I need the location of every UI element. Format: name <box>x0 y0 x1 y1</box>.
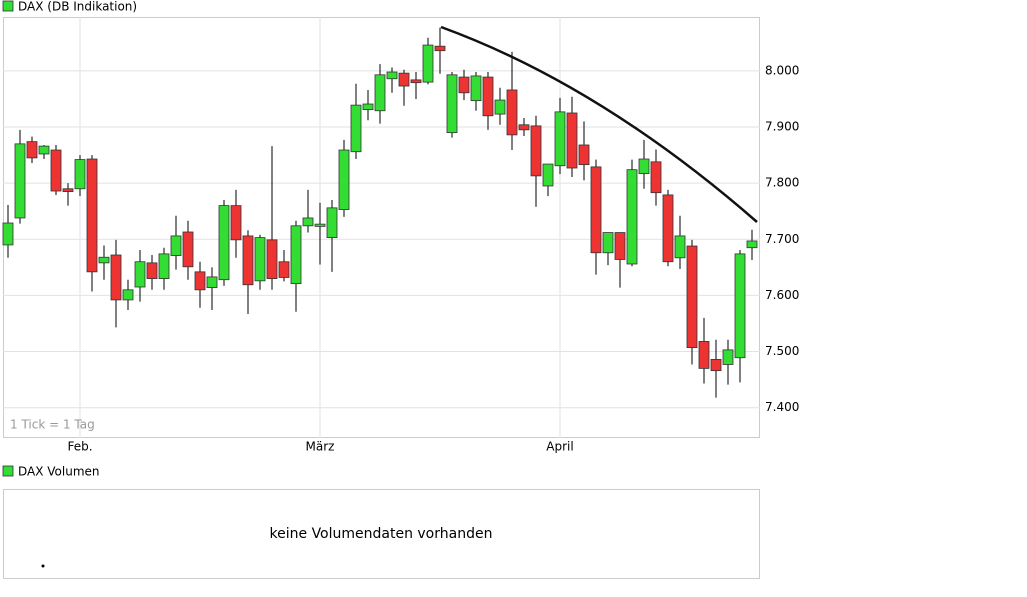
candle-body <box>314 223 326 227</box>
y-tick-label: 8.000 <box>765 63 799 77</box>
candle-body <box>494 99 506 115</box>
candle-body <box>362 103 374 111</box>
candle-body <box>470 75 482 102</box>
candle-body <box>518 124 530 131</box>
volume-message: keine Volumendaten vorhanden <box>270 526 493 542</box>
candle-body <box>554 111 566 167</box>
candle-body <box>350 104 362 153</box>
candle-body <box>638 158 650 175</box>
candle-body <box>14 143 26 219</box>
note: 1 Tick = 1 Tag <box>10 418 95 432</box>
candle-body <box>254 237 266 282</box>
plot-area <box>2 17 760 438</box>
candle-body <box>446 74 458 134</box>
candle-body <box>2 222 14 246</box>
candle-body <box>218 205 230 281</box>
chart-title: DAX (DB Indikation) <box>18 0 137 14</box>
y-tick-label: 7.400 <box>765 400 799 414</box>
legend-icon <box>2 465 14 477</box>
candle-body <box>338 149 350 210</box>
candle-body <box>530 125 542 177</box>
candle-body <box>458 76 470 94</box>
candle-body <box>746 240 758 249</box>
candle-body <box>662 194 674 263</box>
candle-body <box>650 161 662 194</box>
candle-body <box>686 245 698 349</box>
candle-body <box>290 225 302 285</box>
volume-title: DAX Volumen <box>18 465 100 479</box>
dot <box>41 564 45 568</box>
candle-body <box>62 188 74 192</box>
candle-body <box>134 261 146 288</box>
candle-body <box>626 169 638 265</box>
candle-body <box>506 89 518 136</box>
candle-body <box>266 239 278 279</box>
candle-body <box>674 235 686 259</box>
candle-body <box>158 253 170 279</box>
candle-body <box>278 261 290 278</box>
candle-body <box>86 158 98 273</box>
candle-body <box>398 72 410 87</box>
x-tick-label: Feb. <box>67 440 92 454</box>
legend-icon <box>2 0 14 12</box>
y-tick-label: 7.700 <box>765 232 799 246</box>
candle-body <box>722 349 734 365</box>
y-tick-label: 7.500 <box>765 344 799 358</box>
candle-body <box>602 232 614 254</box>
candle-body <box>38 145 50 155</box>
y-tick-label: 7.800 <box>765 176 799 190</box>
y-tick-label: 7.900 <box>765 120 799 134</box>
candle-body <box>98 256 110 264</box>
candle-body <box>566 112 578 169</box>
candle-body <box>410 79 422 84</box>
candle-body <box>302 217 314 227</box>
candle-body <box>482 76 494 117</box>
candle-body <box>542 163 554 187</box>
candle-body <box>386 71 398 80</box>
candle-body <box>146 262 158 279</box>
candle-body <box>110 254 122 301</box>
candle-body <box>206 276 218 288</box>
candle-body <box>590 166 602 254</box>
candle-body <box>26 141 38 159</box>
candle-body <box>50 149 62 192</box>
volume-frame <box>3 489 760 579</box>
candle-body <box>182 231 194 268</box>
candle-body <box>194 271 206 291</box>
candle-body <box>614 232 626 260</box>
candle-body <box>578 144 590 166</box>
trend-line <box>440 25 758 223</box>
candle-body <box>734 253 746 359</box>
candle-body <box>170 235 182 256</box>
candle-body <box>698 341 710 369</box>
candle-body <box>74 159 86 190</box>
candle-body <box>422 44 434 83</box>
y-tick-label: 7.600 <box>765 288 799 302</box>
x-tick-label: April <box>546 440 573 454</box>
candle-body <box>242 235 254 286</box>
x-tick-label: März <box>306 440 335 454</box>
candle-body <box>326 207 338 239</box>
candle-body <box>710 359 722 372</box>
candle-body <box>230 205 242 241</box>
candle-body <box>434 45 446 52</box>
candle-body <box>122 289 134 301</box>
candle-body <box>374 74 386 112</box>
